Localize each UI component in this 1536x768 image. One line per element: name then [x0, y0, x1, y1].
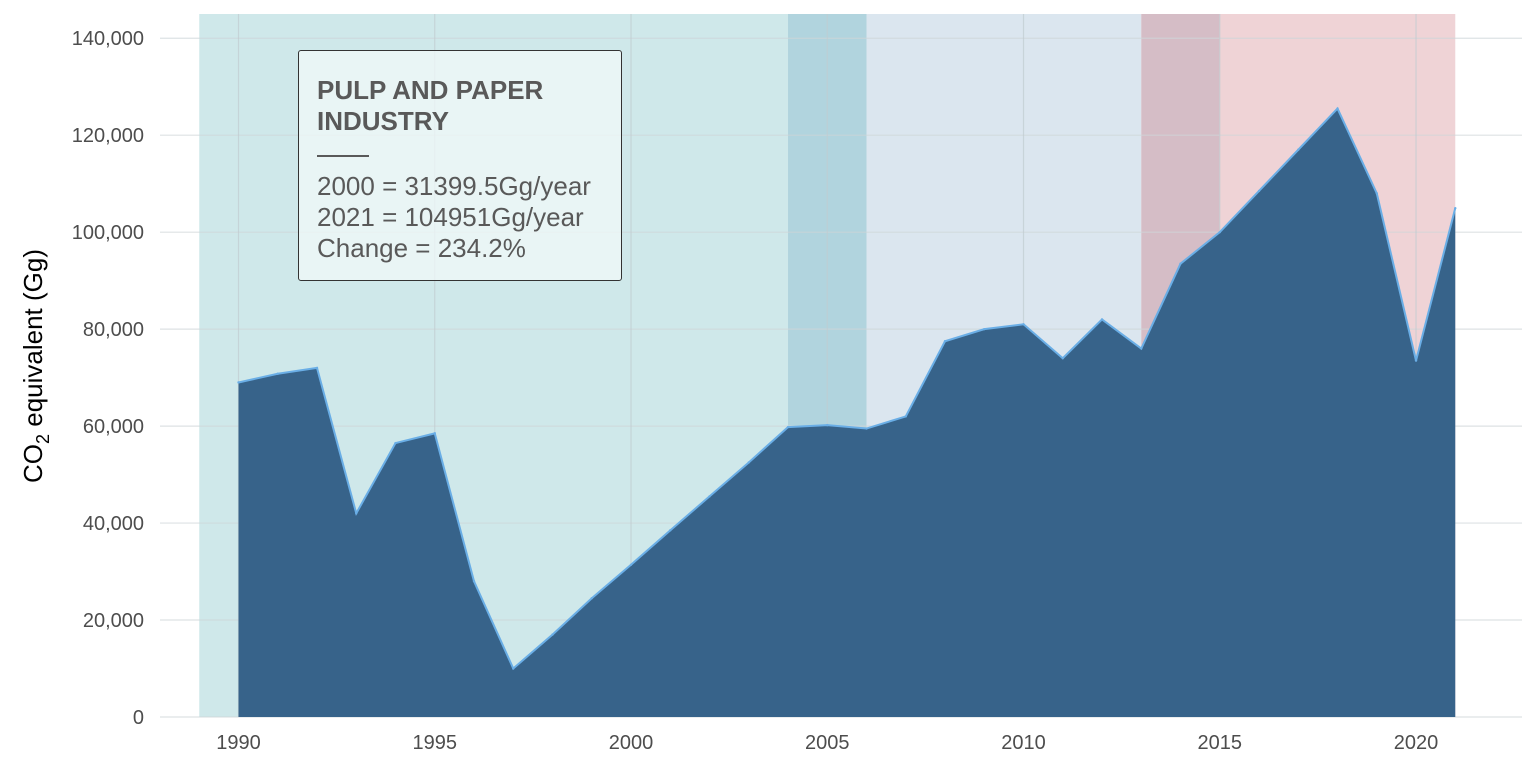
- x-tick-label-1: 1995: [413, 732, 458, 754]
- y-tick-label-1: 20,000: [83, 610, 144, 632]
- annotation-title-line2: INDUSTRY: [317, 106, 449, 136]
- x-tick-label-6: 2020: [1394, 732, 1439, 754]
- x-tick-label-0: 1990: [216, 732, 261, 754]
- data-point-2012: [1100, 318, 1104, 321]
- data-point-2016: [1257, 189, 1261, 193]
- y-tick-label-4: 80,000: [83, 319, 144, 341]
- data-point-2003: [747, 461, 750, 464]
- data-point-2019: [1375, 192, 1378, 195]
- y-tick-label-0: 0: [133, 707, 144, 729]
- data-point-2010: [1022, 323, 1025, 326]
- data-point-2018: [1336, 107, 1339, 110]
- data-point-1994: [394, 441, 397, 445]
- data-point-2007: [904, 415, 907, 418]
- data-point-2009: [983, 327, 986, 331]
- data-point-2005: [826, 423, 829, 427]
- data-point-1995: [433, 432, 436, 435]
- data-point-1993: [355, 512, 358, 515]
- data-point-1998: [551, 633, 554, 636]
- annotation-title-line1: PULP AND PAPER: [317, 75, 544, 105]
- data-point-1992: [315, 366, 319, 370]
- data-point-2004: [786, 425, 790, 429]
- data-point-1991: [276, 372, 279, 375]
- data-point-2015: [1218, 230, 1221, 234]
- data-point-1996: [472, 580, 476, 583]
- data-point-2011: [1061, 357, 1064, 360]
- x-tick-label-2: 2000: [609, 732, 654, 754]
- data-point-2008: [943, 340, 947, 343]
- y-tick-label-3: 60,000: [83, 416, 144, 438]
- annotation-line-2021: 2021 = 104951Gg/year: [317, 202, 584, 232]
- data-point-2020: [1414, 359, 1418, 362]
- data-point-1990: [237, 381, 240, 384]
- data-point-2013: [1140, 347, 1143, 350]
- data-point-2006: [865, 427, 868, 430]
- y-tick-label-2: 40,000: [83, 513, 144, 535]
- y-axis-ticks: 0 20,000 40,000 60,000 80,000 100,000 120,000 1…: [72, 28, 144, 729]
- y-tick-label-5: 100,000: [72, 222, 144, 244]
- annotation-divider: [317, 155, 369, 157]
- data-point-2002: [708, 495, 711, 498]
- x-tick-label-3: 2005: [805, 732, 850, 754]
- data-point-2017: [1297, 148, 1300, 151]
- x-tick-label-4: 2010: [1001, 732, 1046, 754]
- data-point-2000: [629, 563, 633, 566]
- data-point-1997: [512, 667, 515, 670]
- x-tick-label-5: 2015: [1198, 732, 1243, 754]
- x-axis-ticks: 1990 1995 2000 2005 2010 2015 2020: [216, 732, 1438, 754]
- data-point-2001: [669, 529, 672, 532]
- data-point-1999: [590, 597, 593, 600]
- annotation-line-2000: 2000 = 31399.5Gg/year: [317, 171, 591, 201]
- y-tick-label-7: 140,000: [72, 28, 144, 50]
- data-point-2021: [1454, 206, 1457, 210]
- summary-annotation-box: PULP AND PAPER INDUSTRY 2000 = 31399.5Gg…: [298, 50, 622, 281]
- data-point-2014: [1179, 262, 1182, 265]
- area-fill: [238, 108, 1456, 717]
- y-tick-label-6: 120,000: [72, 125, 144, 147]
- area-outline: [238, 106, 1457, 671]
- annotation-line-change: Change = 234.2%: [317, 233, 526, 263]
- area-series: [237, 106, 1457, 717]
- y-axis-title: CO2 equivalent (Gg): [18, 249, 53, 483]
